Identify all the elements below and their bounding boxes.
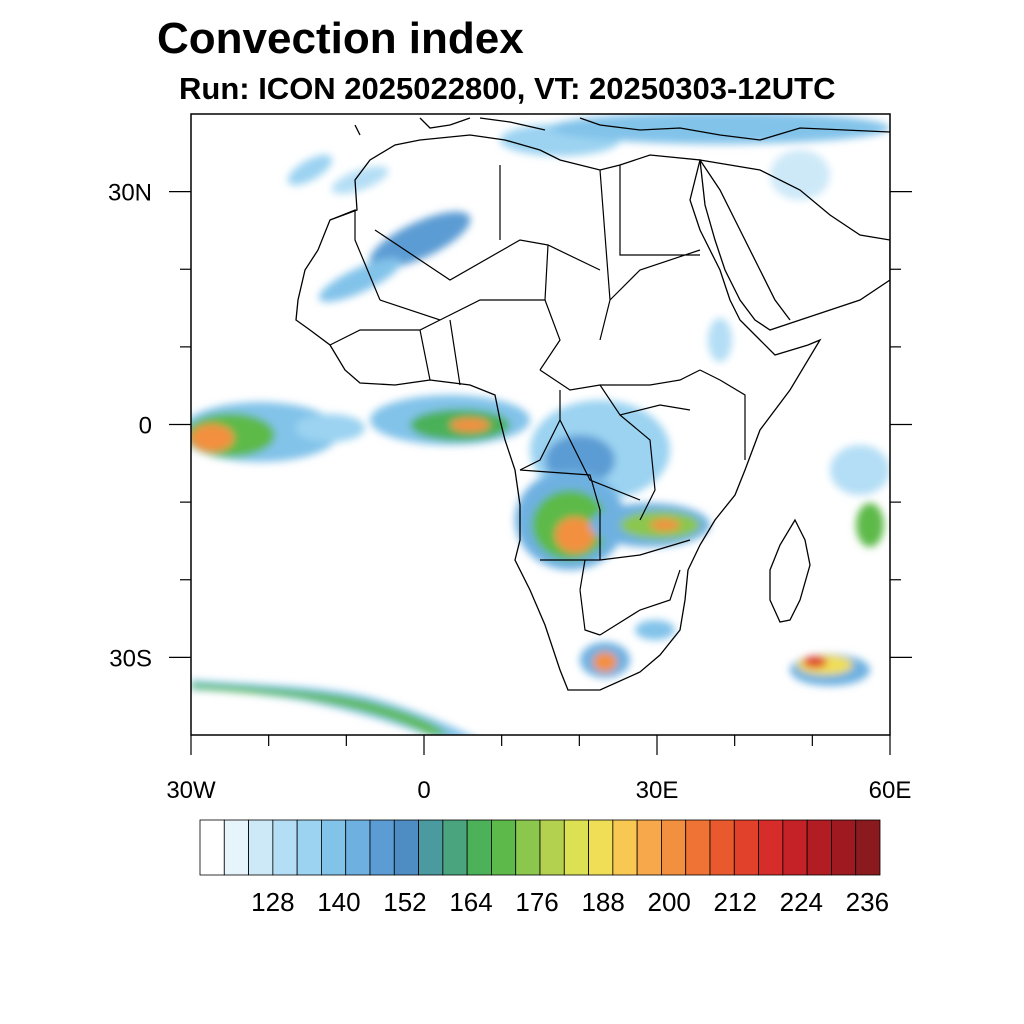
colorbar-swatch: [685, 819, 711, 876]
coastline-africa: [295, 134, 822, 691]
colorbar-label: 224: [780, 887, 823, 917]
colorbar-label: 164: [449, 887, 492, 917]
colorbar-swatch: [442, 819, 468, 876]
colorbar-label: 140: [317, 887, 360, 917]
colorbar-swatch: [345, 819, 371, 876]
convection-fields: [191, 114, 890, 735]
colorbar-swatch: [758, 819, 784, 876]
colorbar-swatch: [831, 819, 857, 876]
colorbar-swatch: [515, 819, 541, 876]
x-tick-label: 30W: [166, 777, 216, 804]
chart-subtitle: Run: ICON 2025022800, VT: 20250303-12UTC: [179, 71, 836, 106]
coastline-redsea: [699, 159, 791, 321]
colorbar-swatch: [612, 819, 638, 876]
colorbar-swatch: [782, 819, 808, 876]
colorbar-label: 212: [714, 887, 757, 917]
colorbar-swatch: [806, 819, 832, 876]
colorbar-swatch: [636, 819, 662, 876]
colorbar-swatch: [588, 819, 614, 876]
coastline-europe: [354, 117, 890, 141]
y-tick-label: 0: [139, 413, 152, 440]
x-tick-label: 30E: [636, 777, 679, 804]
colorbar-swatch: [296, 819, 322, 876]
colorbar-swatch: [733, 819, 759, 876]
colorbar-swatch: [466, 819, 492, 876]
convection-indian-ocean: [790, 445, 890, 686]
colorbar-swatch: [369, 819, 395, 876]
convection-south-africa: [580, 620, 675, 678]
x-tick-label: 0: [417, 777, 430, 804]
colorbar-swatch: [709, 819, 735, 876]
colorbar-label: 200: [648, 887, 691, 917]
colorbar-swatch: [661, 819, 687, 876]
colorbar: 128 140 152 164 176 188 200 212 224 236: [199, 819, 889, 917]
colorbar-swatch: [491, 819, 517, 876]
convection-north: [287, 114, 890, 362]
colorbar-label: 236: [846, 887, 889, 917]
y-tick-label: 30N: [108, 180, 152, 207]
coastline-madagascar: [769, 518, 811, 623]
colorbar-swatch: [393, 819, 419, 876]
y-tick-label: 30S: [109, 645, 152, 672]
colorbar-swatch: [321, 819, 347, 876]
colorbar-label: 128: [251, 887, 294, 917]
colorbar-label: 188: [581, 887, 624, 917]
colorbar-swatch: [248, 819, 274, 876]
x-tick-label: 60E: [869, 777, 912, 804]
map-axes: 30W 0 30E 60E 30N 0 30S: [108, 180, 912, 804]
convection-southern-ocean: [191, 680, 470, 735]
country-borders: [329, 165, 746, 636]
coastline-arabia: [699, 159, 890, 331]
colorbar-swatch: [563, 819, 589, 876]
colorbar-swatch: [855, 819, 881, 876]
colorbar-swatch: [223, 819, 249, 876]
colorbar-swatch: [539, 819, 565, 876]
colorbar-swatch: [199, 819, 225, 876]
coastlines: [295, 117, 890, 691]
colorbar-label: 176: [515, 887, 558, 917]
colorbar-label: 152: [383, 887, 426, 917]
convection-southern-africa: [515, 470, 710, 570]
colorbar-swatch: [418, 819, 444, 876]
colorbar-swatch: [272, 819, 298, 876]
convection-atlantic-equatorial: [191, 402, 365, 462]
chart-title: Convection index: [157, 14, 524, 63]
